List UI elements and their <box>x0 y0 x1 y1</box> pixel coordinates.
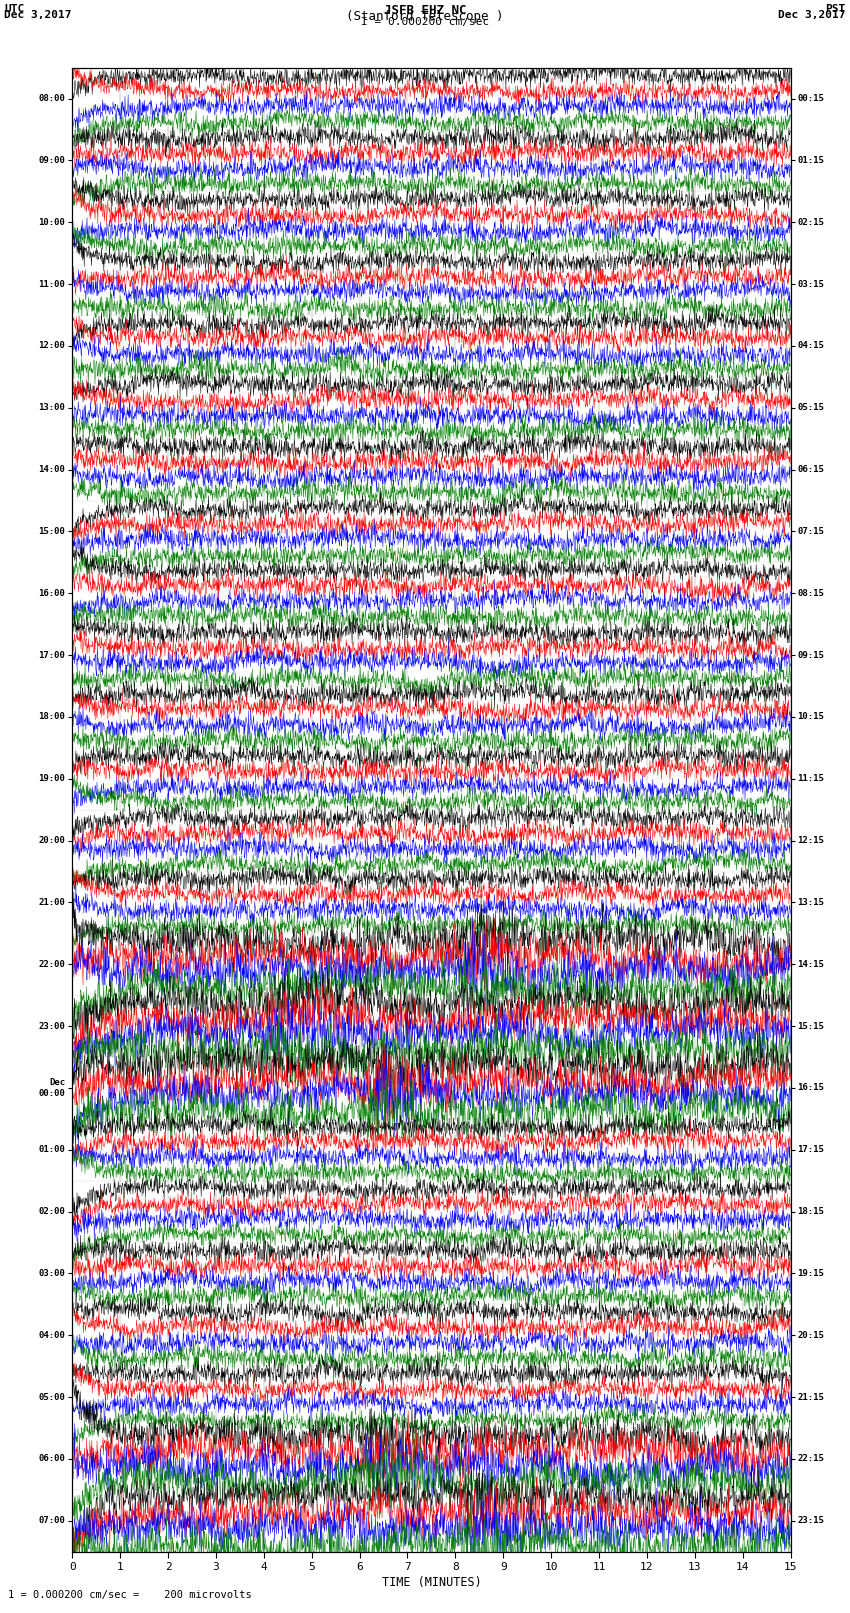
Text: Dec 3,2017: Dec 3,2017 <box>4 11 71 21</box>
Text: 1 = 0.000200 cm/sec =    200 microvolts: 1 = 0.000200 cm/sec = 200 microvolts <box>8 1590 252 1600</box>
Text: Dec 3,2017: Dec 3,2017 <box>779 11 846 21</box>
Text: UTC: UTC <box>4 5 25 15</box>
Text: PST: PST <box>825 5 846 15</box>
X-axis label: TIME (MINUTES): TIME (MINUTES) <box>382 1576 481 1589</box>
Text: JSFB EHZ NC: JSFB EHZ NC <box>383 5 467 18</box>
Text: I = 0.000200 cm/sec: I = 0.000200 cm/sec <box>361 18 489 27</box>
Text: (Stanford Telescope ): (Stanford Telescope ) <box>346 11 504 24</box>
